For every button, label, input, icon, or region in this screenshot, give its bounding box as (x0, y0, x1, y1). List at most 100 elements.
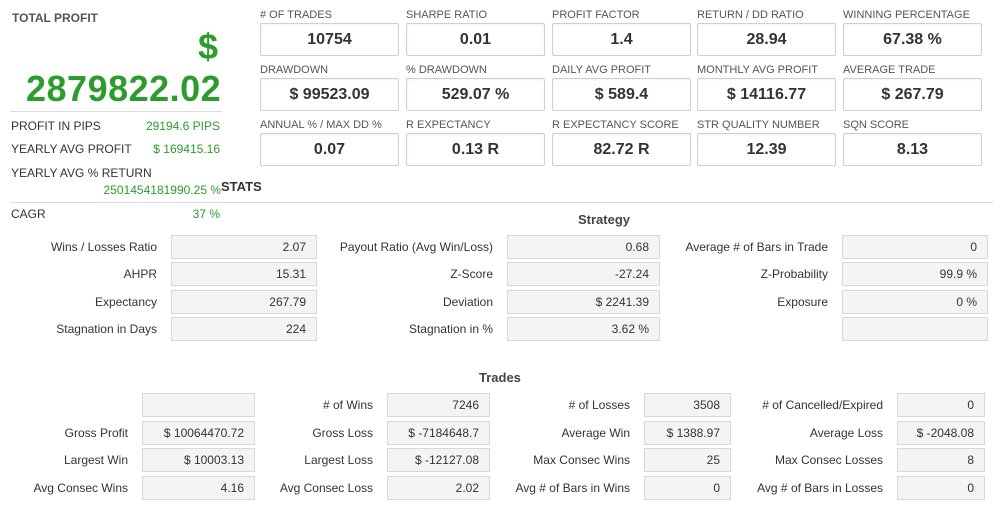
strategy-cell: 0.68 (507, 235, 660, 259)
trades-cell: $ -12127.08 (387, 448, 490, 472)
trades-title: Trades (479, 370, 521, 385)
trades-cell: $ -2048.08 (897, 421, 985, 445)
trades-cell: 7246 (387, 393, 490, 417)
metric-label: # OF TRADES (260, 9, 332, 21)
trades-cell: 0 (644, 476, 731, 500)
trades-row-label: # of Wins (322, 398, 373, 412)
total-profit-value: 2879822.02 (26, 68, 222, 109)
metric-label: RETURN / DD RATIO (697, 9, 804, 21)
metric-value: 0.07 (260, 133, 399, 166)
cagr-label: CAGR (11, 207, 46, 221)
metric-label: SQN SCORE (843, 119, 910, 131)
trades-cell: 0 (897, 393, 985, 417)
metric-label: AVERAGE TRADE (843, 64, 936, 76)
metric-value: $ 267.79 (843, 78, 982, 111)
metric-value: 28.94 (697, 23, 836, 56)
strategy-cell: 15.31 (171, 262, 317, 286)
trades-cell: 2.02 (387, 476, 490, 500)
strategy-row-label: Payout Ratio (Avg Win/Loss) (339, 240, 493, 254)
metric-value: 82.72 R (552, 133, 691, 166)
metric-value: 10754 (260, 23, 399, 56)
metric-value: $ 589.4 (552, 78, 691, 111)
strategy-row-label: Average # of Bars in Trade (685, 240, 828, 254)
metric-label: STR QUALITY NUMBER (697, 119, 820, 131)
strategy-row-label: Exposure (777, 295, 828, 309)
metric-value: 0.01 (406, 23, 545, 56)
metric-label: SHARPE RATIO (406, 9, 488, 21)
trades-row-label: # of Cancelled/Expired (762, 398, 883, 412)
metric-value: 8.13 (843, 133, 982, 166)
metric-label: WINNING PERCENTAGE (843, 9, 970, 21)
stats-title: STATS (221, 179, 262, 194)
strategy-row-label: Wins / Losses Ratio (50, 240, 157, 254)
trades-row-label: Largest Loss (304, 453, 373, 467)
trades-row-label: Gross Profit (64, 426, 128, 440)
cagr-value: 37 % (192, 207, 220, 221)
trades-row-label: Average Win (561, 426, 630, 440)
trades-cell: 0 (897, 476, 985, 500)
trades-cell: $ -7184648.7 (387, 421, 490, 445)
metric-value: 67.38 % (843, 23, 982, 56)
yearly-avg-pct-label: YEARLY AVG % RETURN (11, 166, 152, 180)
strategy-row-label: AHPR (123, 267, 157, 281)
strategy-cell: 224 (171, 317, 317, 341)
strategy-cell: 3.62 % (507, 317, 660, 341)
trades-cell: 3508 (644, 393, 731, 417)
metric-label: R EXPECTANCY SCORE (552, 119, 679, 131)
metric-value: $ 14116.77 (697, 78, 836, 111)
trades-cell: $ 10003.13 (142, 448, 255, 472)
trades-cell: 8 (897, 448, 985, 472)
trades-cell: 25 (644, 448, 731, 472)
metric-value: 0.13 R (406, 133, 545, 166)
strategy-cell: -27.24 (507, 262, 660, 286)
strategy-row-label: Deviation (442, 295, 493, 309)
trades-cell: $ 10064470.72 (142, 421, 255, 445)
strategy-cell: 99.9 % (842, 262, 988, 286)
trades-row-label: Avg Consec Wins (33, 481, 128, 495)
profit-in-pips-value: 29194.6 PIPS (145, 119, 220, 133)
trades-row-label: Max Consec Wins (533, 453, 630, 467)
metric-value: $ 99523.09 (260, 78, 399, 111)
strategy-row-label: Stagnation in Days (56, 322, 157, 336)
currency-symbol: $ (198, 26, 219, 67)
stats-divider (10, 202, 993, 203)
trades-cell: $ 1388.97 (644, 421, 731, 445)
summary-divider (10, 111, 222, 112)
metric-value: 1.4 (552, 23, 691, 56)
strategy-cell: 0 (842, 235, 988, 259)
strategy-cell: 2.07 (171, 235, 317, 259)
metric-label: MONTHLY AVG PROFIT (697, 64, 819, 76)
trades-cell: 4.16 (142, 476, 255, 500)
trades-row-label: # of Losses (568, 398, 630, 412)
strategy-cell (842, 317, 988, 341)
trades-row-label: Max Consec Losses (774, 453, 883, 467)
strategy-cell: $ 2241.39 (507, 290, 660, 314)
metric-label: DAILY AVG PROFIT (552, 64, 652, 76)
trades-row-label: Avg # of Bars in Wins (515, 481, 631, 495)
strategy-cell: 0 % (842, 290, 988, 314)
metric-label: PROFIT FACTOR (552, 9, 640, 21)
trades-row-label: Avg # of Bars in Losses (757, 481, 883, 495)
trades-row-label: Avg Consec Loss (279, 481, 373, 495)
strategy-row-label: Z-Score (450, 267, 493, 281)
yearly-avg-profit-value: $ 169415.16 (153, 142, 220, 156)
metric-label: R EXPECTANCY (406, 119, 491, 131)
strategy-cell: 267.79 (171, 290, 317, 314)
metric-label: % DRAWDOWN (406, 64, 487, 76)
strategy-title: Strategy (578, 212, 631, 227)
yearly-avg-pct-value: 2501454181990.25 % (103, 183, 221, 197)
metric-value: 529.07 % (406, 78, 545, 111)
profit-in-pips-label: PROFIT IN PIPS (11, 119, 101, 133)
trades-row-label: Gross Loss (312, 426, 373, 440)
yearly-avg-profit-label: YEARLY AVG PROFIT (11, 142, 132, 156)
metric-label: DRAWDOWN (260, 64, 329, 76)
strategy-row-label: Z-Probability (760, 267, 828, 281)
trades-cell (142, 393, 255, 417)
metric-value: 12.39 (697, 133, 836, 166)
strategy-row-label: Expectancy (94, 295, 157, 309)
metric-label: ANNUAL % / MAX DD % (260, 119, 382, 131)
trades-row-label: Largest Win (63, 453, 128, 467)
strategy-row-label: Stagnation in % (408, 322, 493, 336)
total-profit-title: TOTAL PROFIT (12, 11, 98, 25)
trades-row-label: Average Loss (809, 426, 883, 440)
